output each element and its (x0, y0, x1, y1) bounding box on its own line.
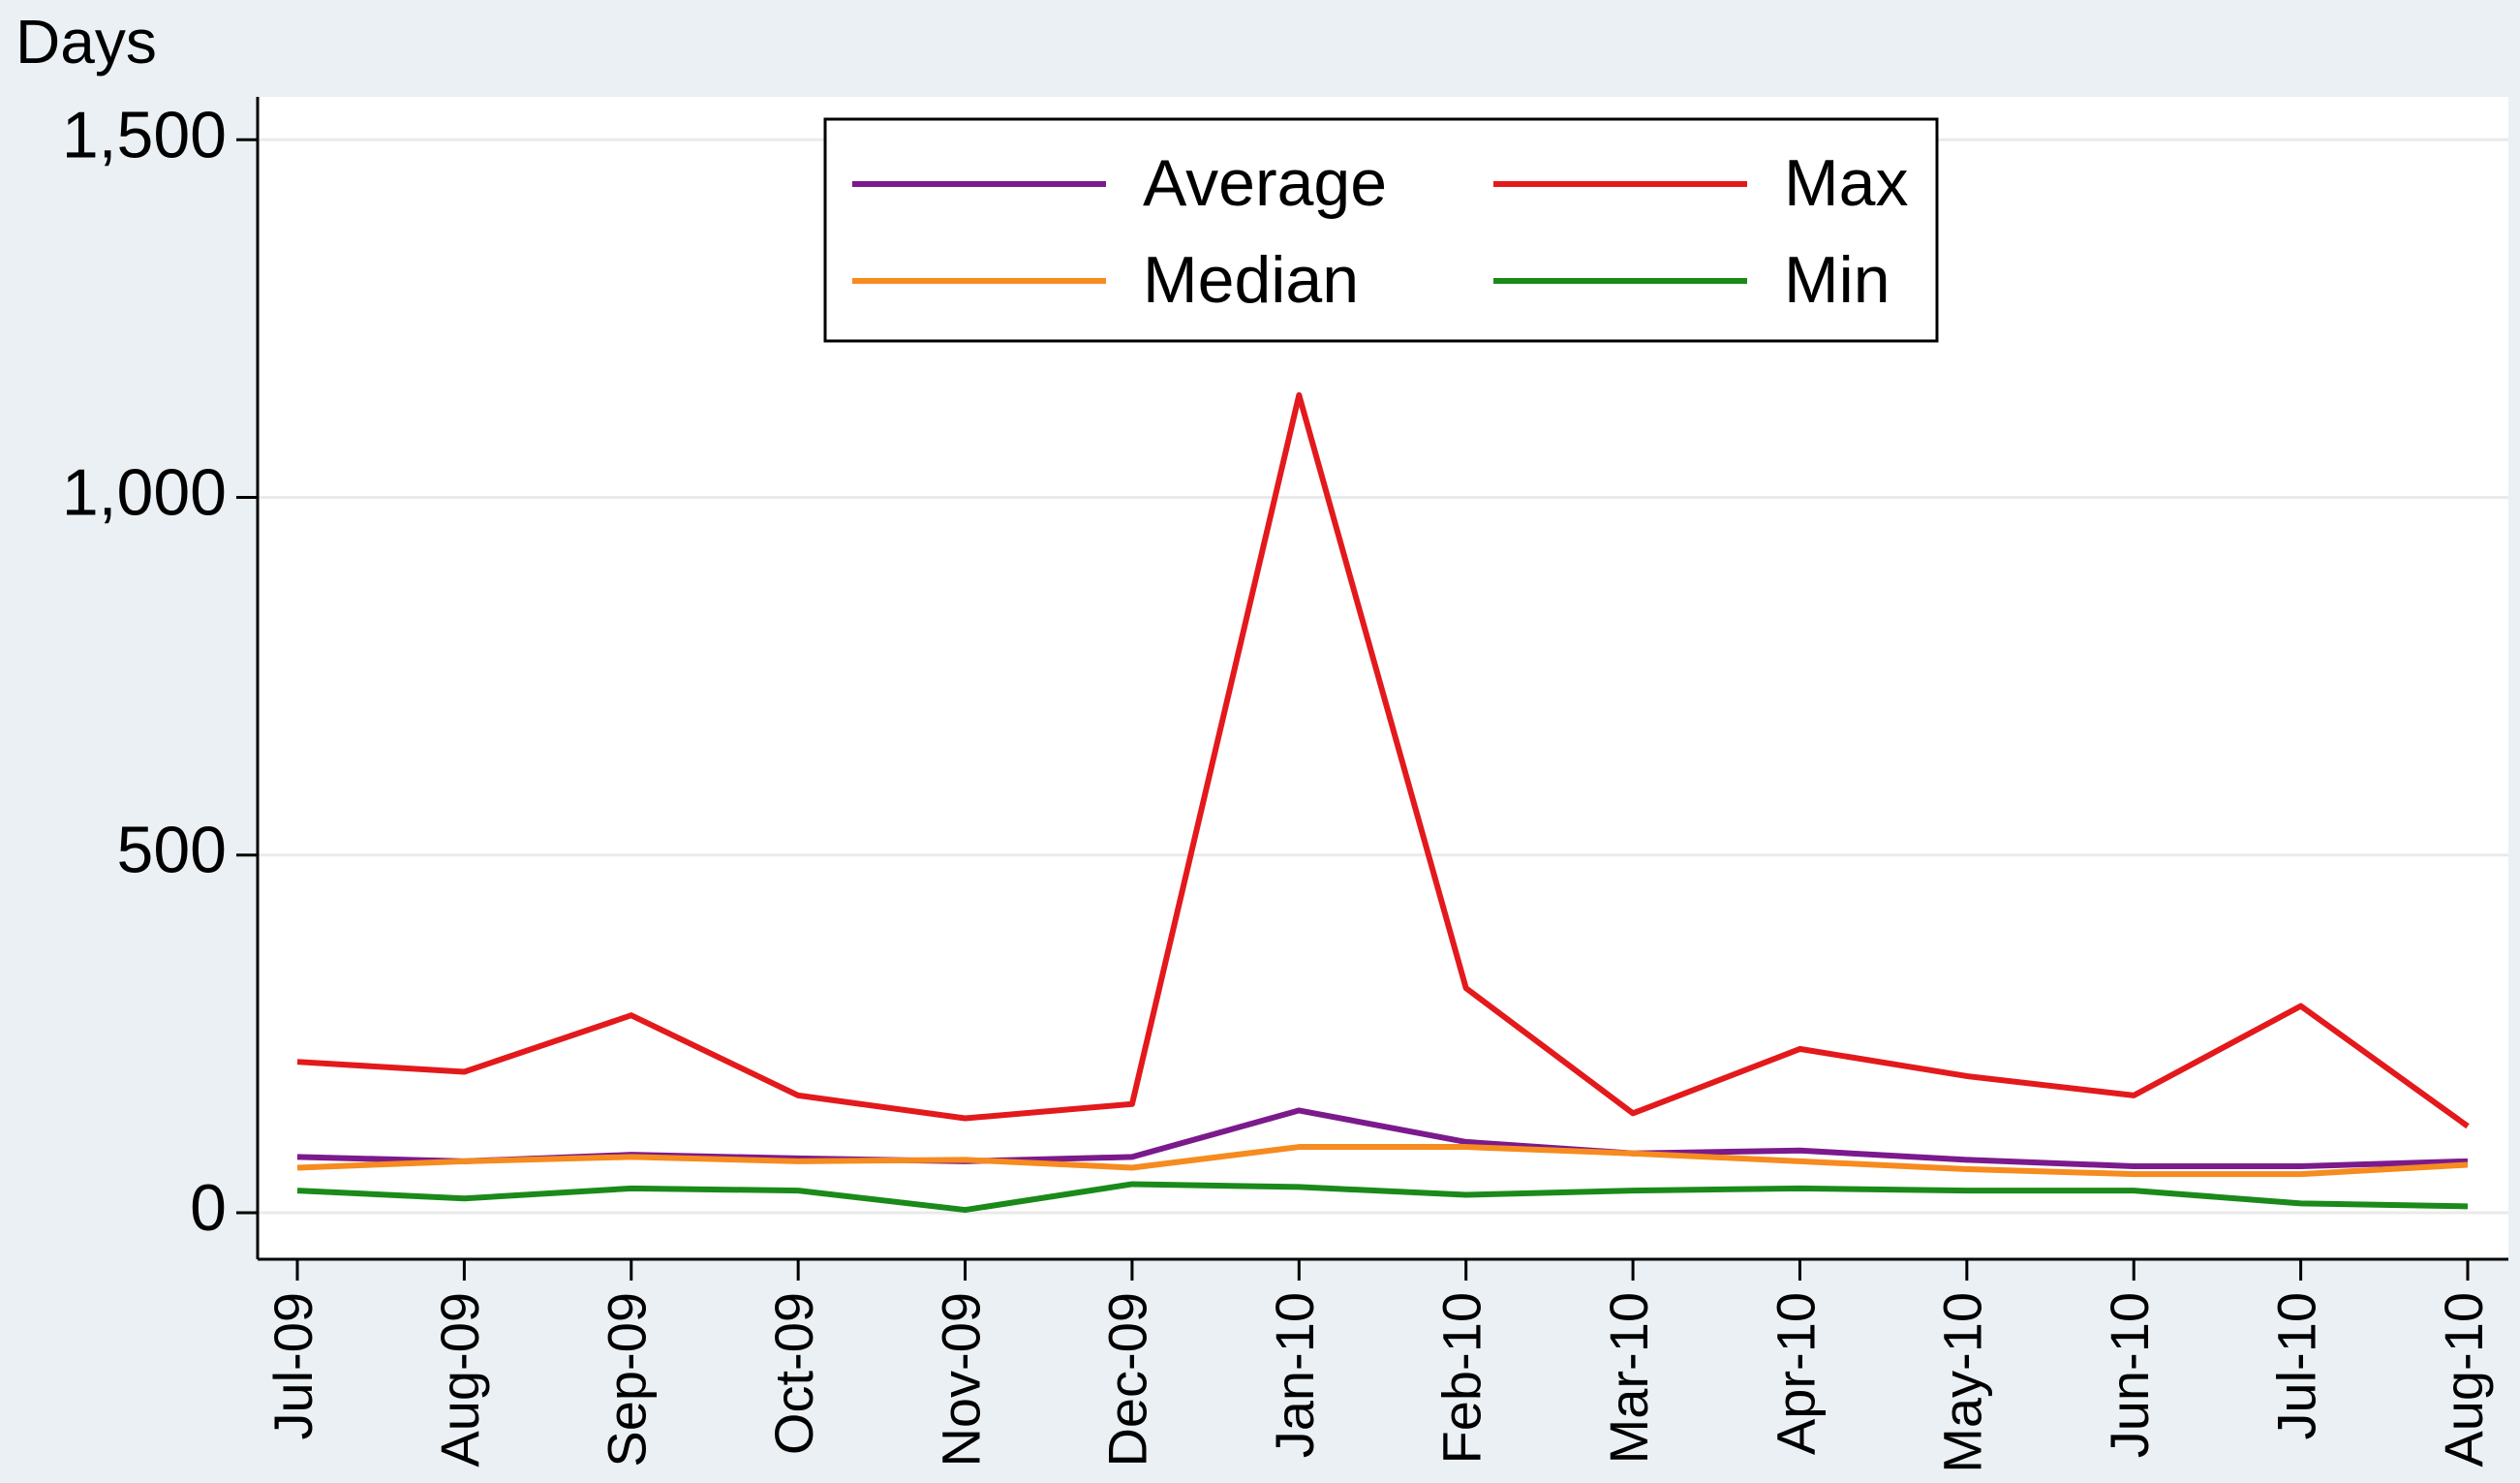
legend-box (823, 117, 1939, 343)
x-tick-label: Sep-09 (597, 1292, 658, 1468)
x-tick-label: Aug-10 (2433, 1292, 2494, 1468)
x-tick-label: Oct-09 (763, 1292, 824, 1455)
y-tick-label: 0 (190, 1171, 227, 1245)
legend-label: Median (1143, 243, 1359, 317)
x-tick-label: Nov-09 (930, 1292, 991, 1468)
y-axis-label: Days (15, 7, 157, 77)
y-tick-label: 1,500 (62, 98, 227, 171)
legend-label: Max (1784, 146, 1908, 220)
x-tick-label: May-10 (1932, 1292, 1993, 1473)
line-series (296, 1144, 2469, 1178)
y-tick-label: 500 (117, 814, 227, 887)
y-tick-label: 1,000 (62, 456, 227, 530)
x-tick-label: Jan-10 (1264, 1292, 1325, 1458)
x-tick-label: Jul-10 (2265, 1292, 2326, 1440)
x-tick-label: Jun-10 (2099, 1292, 2160, 1458)
x-tick-label: Jul-09 (262, 1292, 323, 1440)
x-tick-label: Dec-09 (1097, 1292, 1158, 1468)
legend-label: Average (1143, 146, 1387, 220)
line-series (296, 391, 2470, 1129)
x-tick-label: Apr-10 (1765, 1292, 1826, 1455)
x-tick-label: Mar-10 (1598, 1292, 1659, 1464)
line-series (296, 1181, 2469, 1214)
legend-label: Min (1784, 243, 1890, 317)
x-tick-label: Feb-10 (1430, 1292, 1491, 1464)
x-tick-label: Aug-09 (429, 1292, 490, 1468)
